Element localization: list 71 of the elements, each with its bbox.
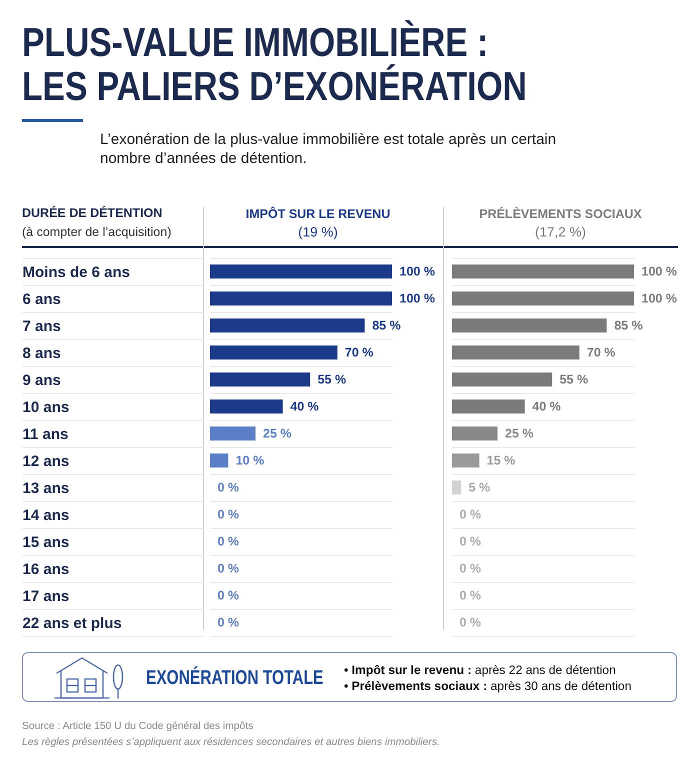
bar [210,426,256,440]
data-label: 40 % [290,400,319,414]
bar [210,454,228,468]
data-label: 0 % [218,562,240,576]
bar [452,318,607,332]
chart-subtitle: (17,2 %) [534,224,586,240]
data-label: 0 % [460,508,482,522]
data-label: 100 % [400,264,435,278]
data-label: 25 % [505,426,534,440]
text: L’exonération de la plus-value immobilière est totale après un certain nombre d’années de détention. [100,130,558,168]
text: Les règles présentées s’appliquent aux résidences secondaires et autres biens immobiliers. [22,736,440,750]
bar [452,292,634,306]
bar [210,318,365,332]
data-label: 100 % [400,292,435,306]
data-label: 5 % [468,480,490,494]
y-tick-label: 14 ans [22,507,70,524]
data-label: 0 % [460,588,482,602]
data-label: 0 % [460,562,482,576]
y-tick-label: 11 ans [22,426,68,443]
y-tick-label: 16 ans [22,561,70,578]
text: • Prélèvements sociaux : après 30 ans de détention [344,678,632,694]
data-label: 85 % [614,318,643,332]
text: EXONÉRATION TOTALE [146,667,324,689]
y-tick-label: 15 ans [22,534,70,551]
y-tick-label: 22 ans et plus [22,615,122,632]
bar [452,346,580,360]
bar [452,264,634,278]
chart-title: IMPÔT SUR LE REVENU [246,206,390,221]
y-tick-label: 8 ans [22,345,61,362]
data-label: 25 % [263,426,292,440]
bar [452,400,525,414]
y-tick-label: 13 ans [22,480,70,497]
bar [452,480,462,494]
data-label: 70 % [586,346,616,360]
data-label: 15 % [486,454,516,468]
y-tick-label: 9 ans [22,372,61,389]
data-label: 0 % [218,480,240,494]
chart-subtitle: (19 %) [298,224,338,240]
data-label: 0 % [218,508,240,522]
data-label: 0 % [460,616,482,630]
data-label: 100 % [642,264,677,278]
y-axis-title: DURÉE DE DÉTENTION (à compter de l’acquisition) [22,204,172,241]
bar [452,426,498,440]
bar [210,292,392,306]
data-label: 55 % [318,372,346,386]
bar [452,454,480,468]
bar [210,264,392,278]
data-label: 0 % [218,588,240,602]
data-label: 10 % [236,454,264,468]
y-tick-label: 12 ans [22,453,70,470]
data-label: 70 % [344,346,374,360]
y-tick-label: 7 ans [22,318,61,335]
data-label: 0 % [218,616,240,630]
bar [210,346,338,360]
text: • Impôt sur le revenu : après 22 ans de détention [344,662,617,678]
data-label: 100 % [642,292,677,306]
y-tick-label: 6 ans [22,291,61,308]
data-label: 85 % [372,318,401,332]
y-tick-label: Moins de 6 ans [22,264,130,281]
data-label: 0 % [218,534,240,548]
y-tick-label: 17 ans [22,588,70,605]
source-note: Source : Article 150 U du Code général des impôts [22,720,254,734]
data-label: 55 % [560,372,588,386]
bar [452,372,552,386]
data-label: 0 % [460,534,482,548]
data-label: 40 % [532,400,561,414]
bar [210,372,310,386]
y-tick-label: 10 ans [22,399,70,416]
bar [210,400,283,414]
chart-title: PRÉLÈVEMENTS SOCIAUX [479,206,642,221]
text: PLUS-VALUE IMMOBILIÈRE : LES PALIERS D’EXONÉRATION [22,19,527,109]
